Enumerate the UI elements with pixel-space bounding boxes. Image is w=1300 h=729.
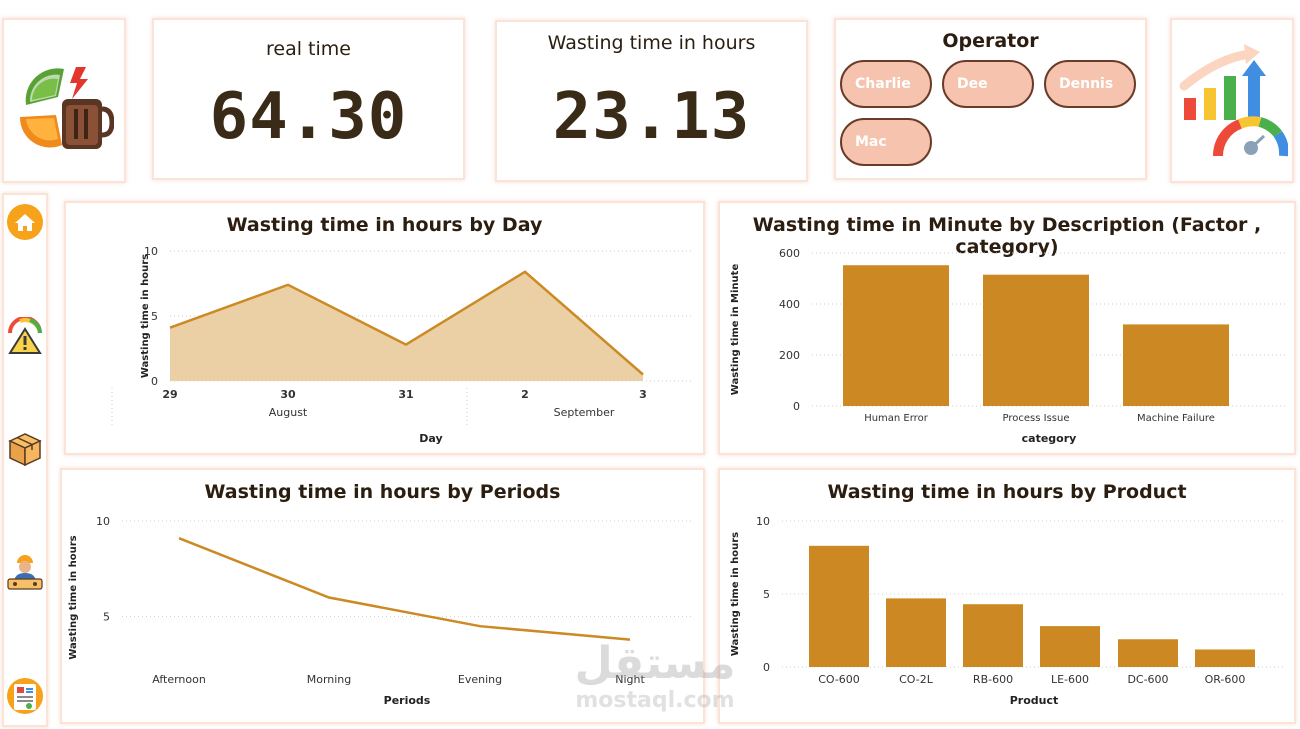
operator-chip-mac[interactable]: Mac [840,118,932,166]
watermark-logo: مستقل [574,638,736,689]
bar [963,604,1023,667]
chart-card-by-product: Wasting time in hours by Product 0 5 10 Was… [718,468,1296,724]
x-tick-label: 3 [639,388,647,401]
x-axis-label: Product [1010,694,1059,707]
operator-label: Operator [942,30,1039,52]
chart-card-by-description: Wasting time in Minute by Description (F… [718,201,1296,455]
x-tick-label: Process Issue [1003,413,1070,424]
y-axis-label: Wasting time in hours [730,532,741,656]
bar [809,545,869,667]
area-fill [170,271,643,381]
x-tick-label: 31 [398,388,413,401]
chart-by-product: 0 5 10 Wasting time in hours Product CO-600 CO… [730,515,1286,707]
x-group-label: September [554,406,615,419]
x-axis-label: Periods [384,694,431,707]
bar [1118,639,1178,667]
x-tick-label: DC-600 [1127,673,1168,686]
chart-card-by-day: Wasting time in hours by Day 0 5 10 Wasting… [64,201,705,455]
x-group-label: August [269,406,308,419]
watermark-text: mostaql.com [575,688,735,713]
y-tick-label: 0 [151,375,158,388]
operator-icon[interactable] [6,553,44,591]
y-tick-label: 5 [151,310,158,323]
y-tick-label: 5 [763,588,770,601]
x-tick-label: Afternoon [152,673,206,686]
x-tick-label: Machine Failure [1137,413,1215,424]
y-axis-label: Wasting time in Minute [730,264,741,396]
x-tick-label: CO-600 [818,673,860,686]
logo-card [2,18,126,183]
operator-chip-dee[interactable]: Dee [942,60,1034,108]
kpi-wasting-value: 23.13 [552,80,751,154]
y-tick-label: 600 [779,247,800,260]
bar [886,598,946,667]
y-axis-label: Wasting time in hours [140,254,151,378]
x-tick-label: Night [615,673,645,686]
x-axis-label: category [1022,432,1077,445]
y-tick-label: 5 [103,611,110,624]
kpi-real-time-card: real time 64.30 [152,18,465,180]
operator-slicer: Operator Charlie Dee Dennis Mac [834,18,1147,180]
chart-card-by-periods: Wasting time in hours by Periods 5 10 Wast… [60,468,705,724]
x-tick-label: 30 [280,388,296,401]
box-icon[interactable] [6,430,44,468]
operator-chip-charlie[interactable]: Charlie [840,60,932,108]
chart-title: Wasting time in hours by Product [827,481,1187,503]
x-tick-label: RB-600 [973,673,1013,686]
drinks-logo-icon [19,67,114,149]
kpi-real-time-label: real time [266,38,351,60]
y-tick-label: 200 [779,349,800,362]
bar [983,274,1089,406]
y-tick-label: 400 [779,298,800,311]
bar [843,265,949,406]
warning-gauge-icon[interactable] [6,317,44,355]
x-axis-label: Day [419,432,442,445]
kpi-real-time-value: 64.30 [209,80,408,154]
growth-logo-card [1170,18,1294,183]
y-axis-label: Wasting time in hours [68,535,79,659]
x-tick-label: 2 [521,388,529,401]
bar [1123,324,1229,406]
kpi-wasting-label: Wasting time in hours [547,32,756,54]
x-tick-label: 29 [162,388,177,401]
x-tick-label: CO-2L [899,673,934,686]
chart-title: Wasting time in hours by Periods [204,481,561,503]
watermark: مستقل mostaql.com [570,640,740,715]
bar [1195,649,1255,667]
operator-chip-dennis[interactable]: Dennis [1044,60,1136,108]
sidebar-nav [2,193,48,727]
y-tick-label: 0 [763,661,770,674]
kpi-wasting-card: Wasting time in hours 23.13 [495,20,808,182]
y-tick-label: 10 [756,515,770,528]
bar [1040,626,1100,667]
x-tick-label: Human Error [864,413,929,424]
y-tick-label: 10 [144,245,158,258]
series-line [169,270,644,376]
chart-by-description: 0 200 400 600 Wasting time in Minute category… [730,247,1286,445]
growth-chart-gauge-icon [1179,44,1288,157]
home-icon[interactable] [6,203,44,241]
y-tick-label: 0 [793,400,800,413]
chart-title: Wasting time in hours by Day [226,214,543,236]
x-tick-label: Evening [458,673,502,686]
chart-by-periods: 5 10 Wasting time in hours Periods Afternoon… [68,515,692,707]
series-line [178,537,631,641]
report-icon[interactable] [6,677,44,715]
x-tick-label: LE-600 [1051,673,1089,686]
x-tick-label: Morning [307,673,352,686]
x-tick-label: OR-600 [1205,673,1246,686]
y-tick-label: 10 [96,515,110,528]
